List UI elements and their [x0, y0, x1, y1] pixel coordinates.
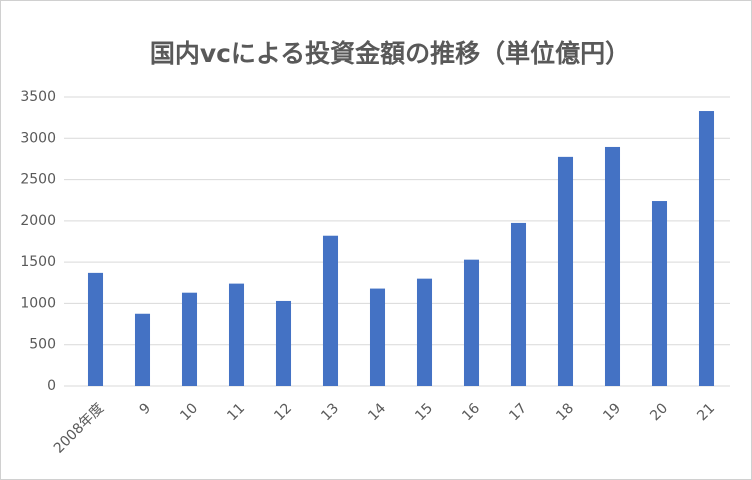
bar	[510, 222, 527, 386]
y-tick-label: 3500	[20, 89, 56, 105]
bar	[651, 201, 668, 386]
y-tick-label: 2000	[20, 213, 56, 229]
bar	[275, 300, 292, 386]
bar	[322, 235, 339, 386]
y-tick-label: 3000	[20, 130, 56, 146]
chart-title: 国内vcによる投資金額の推移（単位億円）	[150, 39, 630, 68]
y-tick-label: 2500	[20, 172, 56, 188]
bar	[698, 111, 715, 386]
bar	[557, 156, 574, 386]
y-tick-label: 1500	[20, 254, 56, 270]
bar	[181, 292, 198, 386]
bar	[369, 288, 386, 386]
y-tick-label: 0	[47, 378, 56, 394]
y-tick-label: 500	[29, 337, 56, 353]
bar	[463, 259, 480, 386]
bar	[604, 146, 621, 386]
bar	[134, 313, 151, 386]
bar	[416, 278, 433, 386]
bar	[228, 283, 245, 386]
bar	[87, 272, 104, 386]
y-tick-label: 1000	[20, 295, 56, 311]
